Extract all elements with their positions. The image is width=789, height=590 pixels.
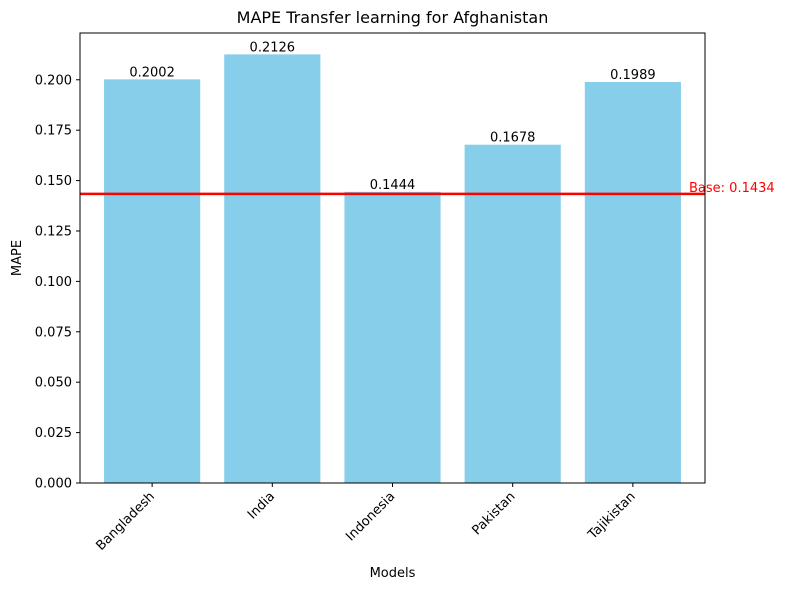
y-tick-label: 0.050 <box>35 376 72 391</box>
y-tick-label: 0.200 <box>35 73 72 88</box>
bar-tajikistan <box>584 81 681 483</box>
bar-labels-group: 0.2002 0.2126 0.1444 0.1678 0.1989 <box>129 40 655 193</box>
bar-value-label: 0.1678 <box>490 131 536 146</box>
y-tick-label: 0.100 <box>35 275 72 290</box>
bar-value-label: 0.1989 <box>610 68 656 83</box>
y-axis-label: MAPE <box>10 240 25 276</box>
x-tick-label: Bangladesh <box>93 489 158 554</box>
bar-value-label: 0.2126 <box>250 40 296 55</box>
x-tick-label: India <box>245 489 278 522</box>
bar-value-label: 0.1444 <box>370 178 416 193</box>
x-tick-label: Tajikistan <box>585 489 639 543</box>
x-axis-label: Models <box>370 566 416 581</box>
bar-value-label: 0.2002 <box>129 65 175 80</box>
bar-india <box>224 54 321 483</box>
y-tick-label: 0.175 <box>35 124 72 139</box>
x-axis: Bangladesh India Indonesia Pakistan Tajikist… <box>93 483 639 554</box>
chart-title: MAPE Transfer learning for Afghanistan <box>237 8 549 27</box>
baseline-label: Base: 0.1434 <box>689 181 775 196</box>
bars-group <box>104 54 681 483</box>
y-tick-label: 0.025 <box>35 426 72 441</box>
bar-pakistan <box>464 144 561 483</box>
bar-bangladesh <box>104 79 201 483</box>
y-tick-label: 0.000 <box>35 477 72 492</box>
y-axis: 0.000 0.025 0.050 0.075 0.100 0.125 0.150 0.175… <box>35 73 80 492</box>
y-tick-label: 0.125 <box>35 224 72 239</box>
x-tick-label: Indonesia <box>343 489 398 544</box>
x-tick-label: Pakistan <box>469 489 518 538</box>
y-tick-label: 0.150 <box>35 174 72 189</box>
bar-indonesia <box>344 191 441 483</box>
y-tick-label: 0.075 <box>35 325 72 340</box>
